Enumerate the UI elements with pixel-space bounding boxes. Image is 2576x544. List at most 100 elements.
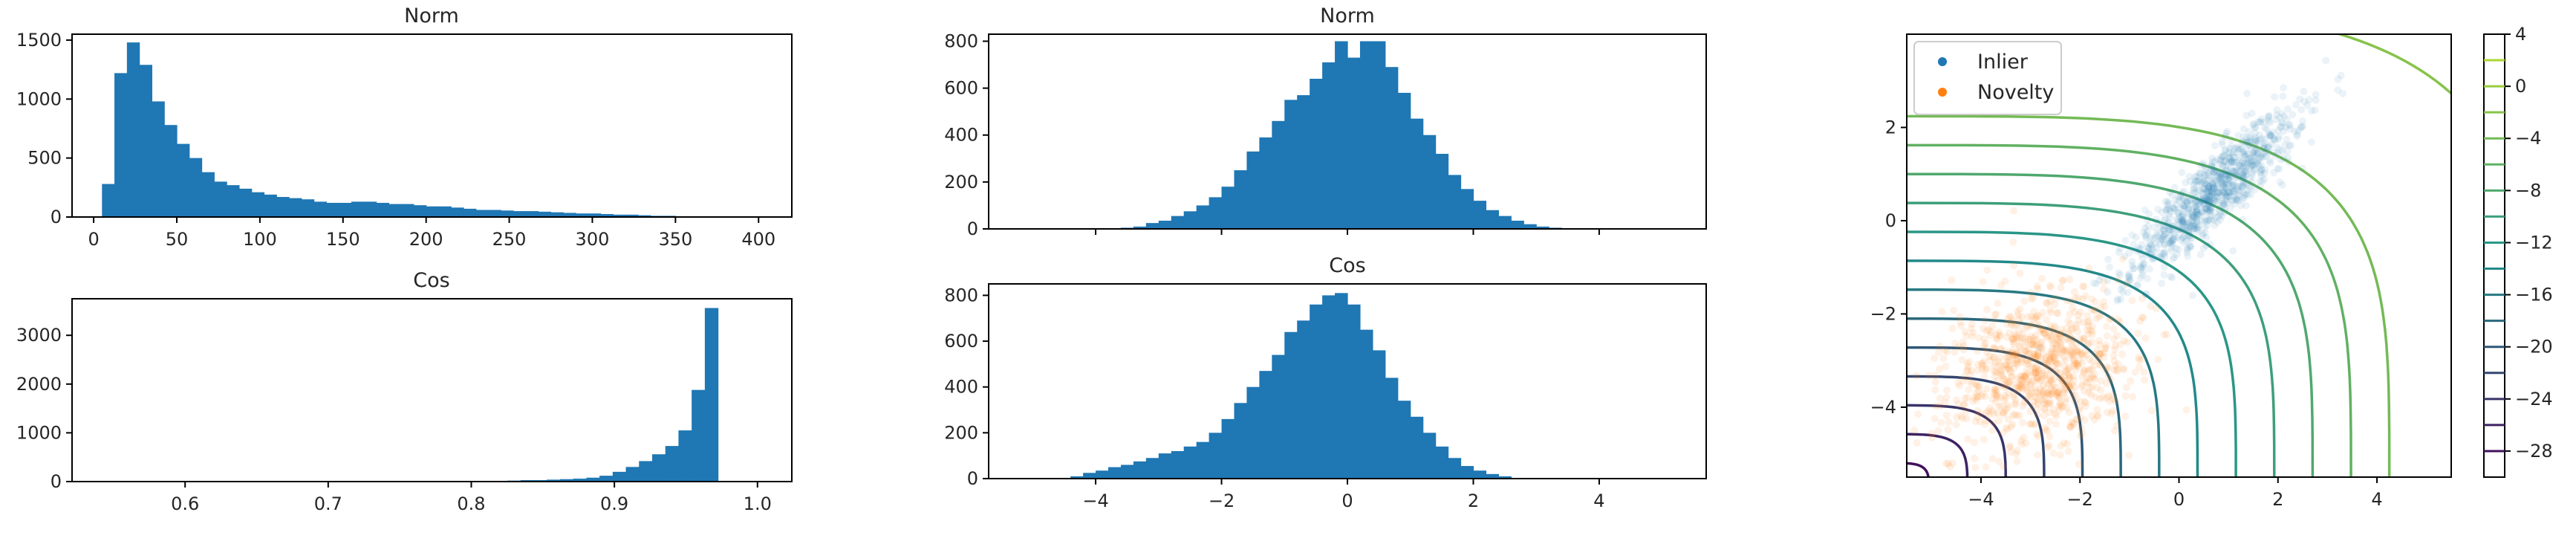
inlier-point [2187,227,2195,236]
inlier-point [2225,192,2233,200]
novelty-point [2058,404,2066,411]
inlier-point [2156,237,2164,245]
novelty-point [1965,386,1973,394]
inlier-point [2162,198,2170,206]
novelty-point [1984,407,1992,415]
novelty-point [2119,364,2127,372]
novelty-point [2040,386,2049,395]
novelty-point [2040,328,2049,337]
inlier-point [2311,106,2319,114]
novelty-point [2063,404,2071,412]
novelty-point [1928,433,1936,441]
inlier-point [2191,224,2199,232]
inlier-point [2214,184,2222,192]
inlier-point [2179,195,2187,204]
novelty-point [2073,361,2081,369]
novelty-point [1992,310,2000,318]
novelty-point [2017,440,2026,448]
novelty-point [2003,383,2011,391]
inlier-point [2240,191,2248,199]
novelty-point [1979,362,1987,370]
novelty-point [1989,353,1997,361]
novelty-point [2009,390,2017,398]
inlier-point [2228,187,2237,195]
novelty-point [2052,360,2061,368]
inlier-point [2188,212,2196,219]
histogram-bar [1171,216,1185,229]
novelty-point [2016,269,2024,277]
novelty-point [2014,382,2023,390]
novelty-point [2037,384,2044,392]
novelty-point [2017,437,2025,444]
novelty-point [2097,377,2105,385]
novelty-point [2084,312,2092,320]
inlier-point [2202,189,2211,197]
inlier-point [2183,198,2191,206]
x-tick-label: 200 [409,229,443,250]
novelty-point [2000,396,2008,404]
inlier-point [2125,273,2133,281]
novelty-point [2046,297,2055,305]
colorbar-frame [2483,33,2505,478]
novelty-point [2020,372,2029,380]
inlier-point [2216,156,2225,164]
histogram-bar [1234,170,1248,229]
novelty-point [1980,334,1988,343]
inlier-point [2240,132,2248,140]
inlier-point [2234,172,2242,180]
inlier-point [2221,146,2229,154]
inlier-point [2193,211,2202,218]
novelty-point [2014,360,2022,368]
novelty-point [1931,415,1939,423]
inlier-point [2237,201,2245,210]
inlier-point [2205,198,2214,205]
inlier-point [2218,212,2226,220]
inlier-point [2230,181,2237,189]
inlier-point [2252,140,2260,148]
inlier-point [2174,209,2182,217]
novelty-point [2006,448,2014,456]
inlier-point [2193,218,2202,225]
novelty-point [2017,381,2025,389]
novelty-point [2046,433,2054,441]
novelty-point [2016,376,2024,384]
novelty-point [2019,330,2027,338]
novelty-point [1928,430,1936,438]
novelty-point [2016,305,2024,313]
novelty-point [1936,402,1945,410]
inlier-point [2207,215,2215,223]
novelty-point [1968,366,1976,375]
inlier-point [2167,236,2175,245]
inlier-point [2273,111,2281,119]
novelty-point [2018,334,2026,342]
novelty-point [2109,395,2117,403]
novelty-point [1968,379,1976,387]
inlier-point [2230,167,2238,175]
inlier-point [2260,123,2268,132]
inlier-point [2161,247,2169,256]
inlier-point [2294,130,2301,138]
novelty-point [2014,375,2022,383]
novelty-point [1972,396,1980,404]
inlier-point [2133,280,2141,288]
inlier-point [2222,158,2231,166]
inlier-point [2179,211,2187,219]
novelty-point [2055,330,2063,338]
inlier-point [2238,183,2246,191]
novelty-point [1910,427,1919,434]
novelty-point [2069,349,2078,357]
inlier-point [2228,172,2236,180]
novelty-point [2003,401,2011,409]
novelty-point [2017,380,2025,388]
inlier-point [2137,250,2145,258]
inlier-point [2133,282,2141,290]
novelty-point [1968,320,1976,328]
inlier-point [2234,197,2242,205]
inlier-point [2156,222,2164,230]
novelty-point [2071,288,2078,296]
histogram-bar [547,479,561,482]
novelty-point [2055,332,2063,340]
x-tick-label: 0.9 [600,493,628,514]
inlier-point [2210,184,2218,192]
